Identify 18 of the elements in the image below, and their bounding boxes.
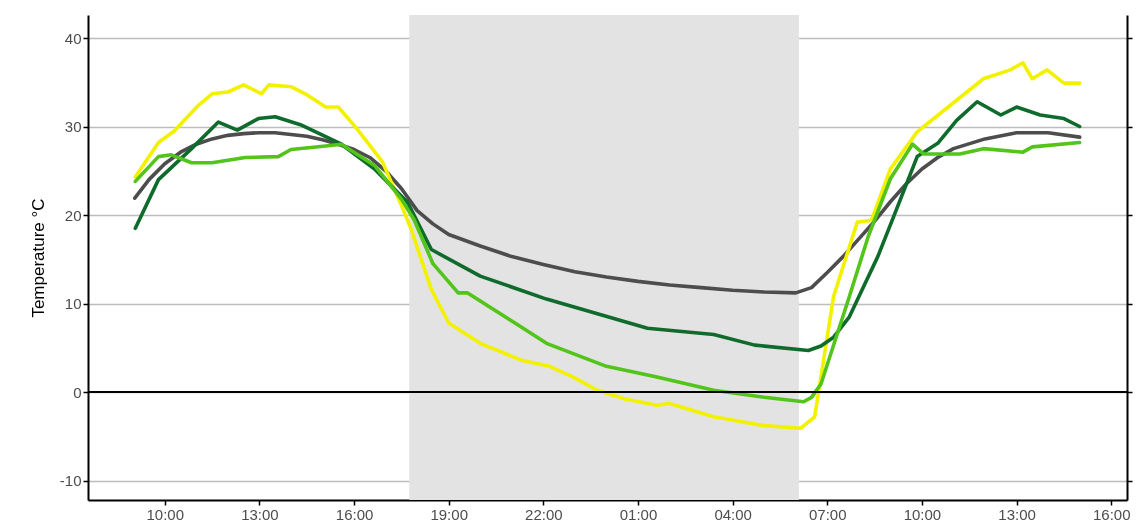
x-tick-label: 13:00 <box>998 505 1036 523</box>
y-tick-label: 10 <box>64 295 82 313</box>
x-tick-label: 10:00 <box>903 505 942 523</box>
y-tick-label: 40 <box>64 29 82 47</box>
y-tick-label: 20 <box>64 206 82 224</box>
y-axis-title: Temperature °C <box>28 198 48 318</box>
x-tick-label: 04:00 <box>714 505 752 523</box>
y-tick-label: 0 <box>73 383 82 401</box>
x-tick-label: 13:00 <box>241 505 279 523</box>
x-tick-label: 19:00 <box>430 505 468 523</box>
y-tick-label: -10 <box>59 472 82 490</box>
x-tick-label: 01:00 <box>619 505 658 523</box>
x-tick-label: 10:00 <box>146 505 185 523</box>
x-tick-label: 16:00 <box>1092 505 1131 523</box>
x-tick-label: 22:00 <box>525 505 563 523</box>
x-tick-label: 16:00 <box>335 505 374 523</box>
x-tick-label: 07:00 <box>809 505 847 523</box>
y-tick-label: 30 <box>64 118 82 136</box>
